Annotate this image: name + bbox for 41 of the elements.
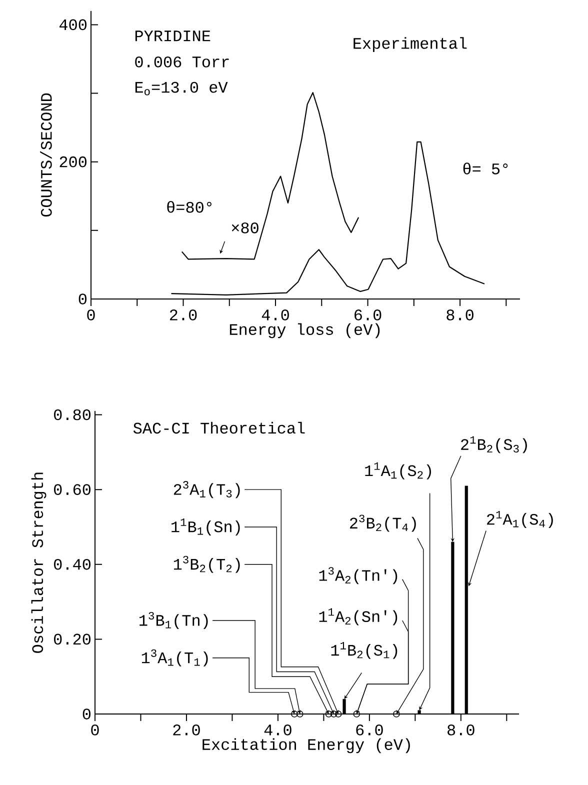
annotation: 1$^{3}$B$_{1}$(Tn) (140, 612, 208, 630)
y-tick-label: 0.20 (54, 634, 90, 645)
annotation: 2$^{3}$B$_{2}$(T$_{4}$) (350, 514, 416, 532)
x-tick-label: 6.0 (356, 724, 383, 736)
text: θ= 5° (463, 162, 508, 174)
annotation: 0.006 Torr (135, 56, 229, 68)
annotation: 1$^{3}$A$_{2}$(Tn') (319, 567, 398, 584)
x-tick-label: 2.0 (170, 310, 197, 320)
annotation: 1$^{3}$B$_{2}$(T$_{2}$) (174, 556, 240, 573)
x-tick-label: 4.0 (264, 724, 292, 736)
annotation: 1$^{1}$B$_{1}$(Sn) (172, 518, 240, 536)
y-tick-label: 0.60 (54, 484, 90, 495)
annotation: E$_{o}$=13.0 eV (135, 82, 228, 96)
annotation: ×80 (232, 222, 258, 234)
annotation: PYRIDINE (135, 30, 210, 42)
annotation: 1$^{1}$A$_{2}$(Sn') (319, 608, 398, 626)
x-tick-label: 6.0 (354, 310, 382, 320)
x-tick-label: 2.0 (173, 724, 200, 736)
y-axis-title: Oscillator Strength (31, 472, 46, 653)
annotation: 1$^{1}$B$_{2}$(S$_{1}$) (331, 642, 398, 659)
y-axis-title: COUNTS/SECOND (40, 93, 52, 217)
x-tick-label: 0 (91, 724, 99, 736)
y-tick-label: 0 (82, 708, 91, 720)
annotation: 2$^{1}$B$_{2}$(S$_{3}$) (461, 436, 527, 454)
y-tick-label: 0.80 (54, 409, 90, 420)
y-tick-label: 200 (60, 156, 86, 168)
annotation: 2$^{1}$A$_{1}$(S$_{4}$) (487, 511, 553, 528)
x-axis-title: Energy loss (eV) (230, 323, 380, 338)
y-tick-label: 0.40 (54, 558, 90, 570)
annotation: 1$^{3}$A$_{1}$(T$_{1}$) (142, 649, 208, 666)
y-tick-label: 400 (59, 19, 86, 30)
x-axis-title: Excitation Energy (eV) (202, 738, 410, 754)
x-tick-label: 8.0 (446, 310, 474, 320)
y-tick-label: 0 (78, 294, 87, 304)
annotation: 1$^{1}$A$_{1}$(S$_{2}$) (365, 462, 431, 480)
x-tick-label: 4.0 (262, 310, 289, 320)
annotation: 2$^{3}$A$_{1}$(T$_{3}$) (174, 481, 240, 498)
text: θ=80° (167, 201, 212, 213)
text: Experimental (354, 37, 467, 52)
annotation: SAC-CI Theoretical (133, 422, 305, 434)
x-tick-label: 8.0 (448, 724, 474, 736)
